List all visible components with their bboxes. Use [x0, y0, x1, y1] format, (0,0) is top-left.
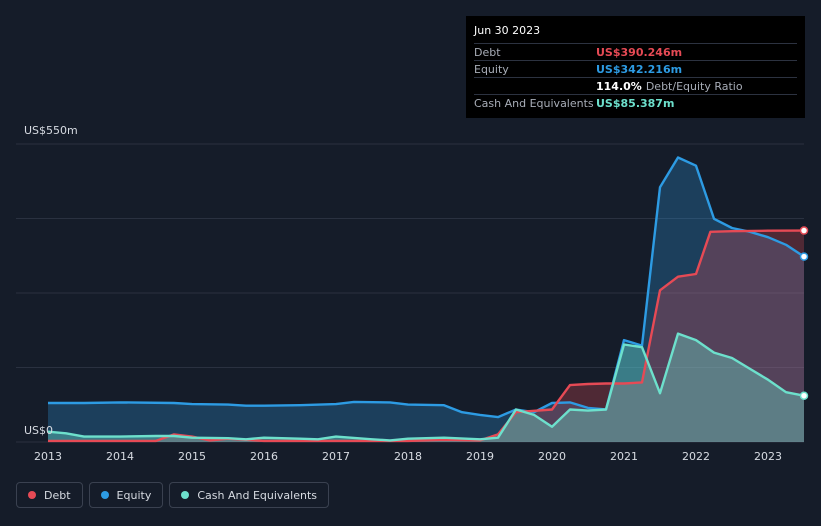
x-tick-label: 2018 — [394, 450, 422, 463]
legend-label-debt: Debt — [44, 488, 71, 502]
tooltip-equity-value: US$342.216m — [596, 62, 683, 76]
legend-item-debt[interactable]: Debt — [16, 482, 83, 508]
tooltip-equity-row: Equity US$342.216m — [474, 60, 797, 77]
end-marker-cash-and-equivalents — [799, 391, 809, 400]
x-tick-label: 2013 — [34, 450, 62, 463]
end-marker-debt — [799, 226, 809, 235]
line-cash-and-equivalents — [47, 332, 805, 442]
tooltip-cash-row: Cash And Equivalents US$85.387m — [474, 94, 797, 111]
legend-item-cash[interactable]: Cash And Equivalents — [169, 482, 329, 508]
chart-legend: Debt Equity Cash And Equivalents — [16, 482, 329, 508]
debt-dot-icon — [28, 491, 36, 499]
x-tick-label: 2014 — [106, 450, 134, 463]
tooltip-cash-value: US$85.387m — [596, 96, 675, 110]
tooltip-cash-label: Cash And Equivalents — [474, 96, 594, 110]
tooltip-ratio-row: 114.0% Debt/Equity Ratio — [474, 77, 797, 94]
tooltip-ratio-value: 114.0% — [596, 79, 642, 93]
x-tick-label: 2023 — [754, 450, 782, 463]
area-cash-and-equivalents — [48, 333, 804, 442]
legend-item-equity[interactable]: Equity — [88, 482, 164, 508]
x-tick-label: 2015 — [178, 450, 206, 463]
area-equity — [48, 157, 804, 442]
legend-label-cash: Cash And Equivalents — [197, 488, 317, 502]
tooltip-debt-row: Debt US$390.246m — [474, 43, 797, 60]
tooltip-debt-value: US$390.246m — [596, 45, 683, 59]
x-tick-label: 2021 — [610, 450, 638, 463]
data-tooltip: Jun 30 2023 Debt US$390.246m Equity US$3… — [466, 16, 805, 118]
tooltip-ratio-label: Debt/Equity Ratio — [645, 79, 743, 93]
line-equity — [48, 156, 805, 419]
equity-dot-icon — [100, 491, 109, 499]
x-tick-label: 2019 — [466, 450, 494, 463]
y-axis-bottom-label: US$0 — [24, 424, 53, 437]
tooltip-equity-label: Equity — [474, 62, 509, 76]
tooltip-debt-label: Debt — [474, 45, 501, 59]
area-debt — [48, 230, 804, 442]
cash-dot-icon — [181, 491, 190, 499]
y-axis-top-label: US$550m — [24, 124, 78, 137]
x-tick-label: 2020 — [538, 450, 566, 463]
tooltip-date: Jun 30 2023 — [474, 24, 541, 37]
x-tick-label: 2017 — [322, 450, 350, 463]
x-tick-label: 2022 — [682, 450, 710, 463]
legend-label-equity: Equity — [116, 488, 152, 502]
x-tick-label: 2016 — [250, 450, 278, 463]
end-marker-equity — [799, 252, 809, 261]
